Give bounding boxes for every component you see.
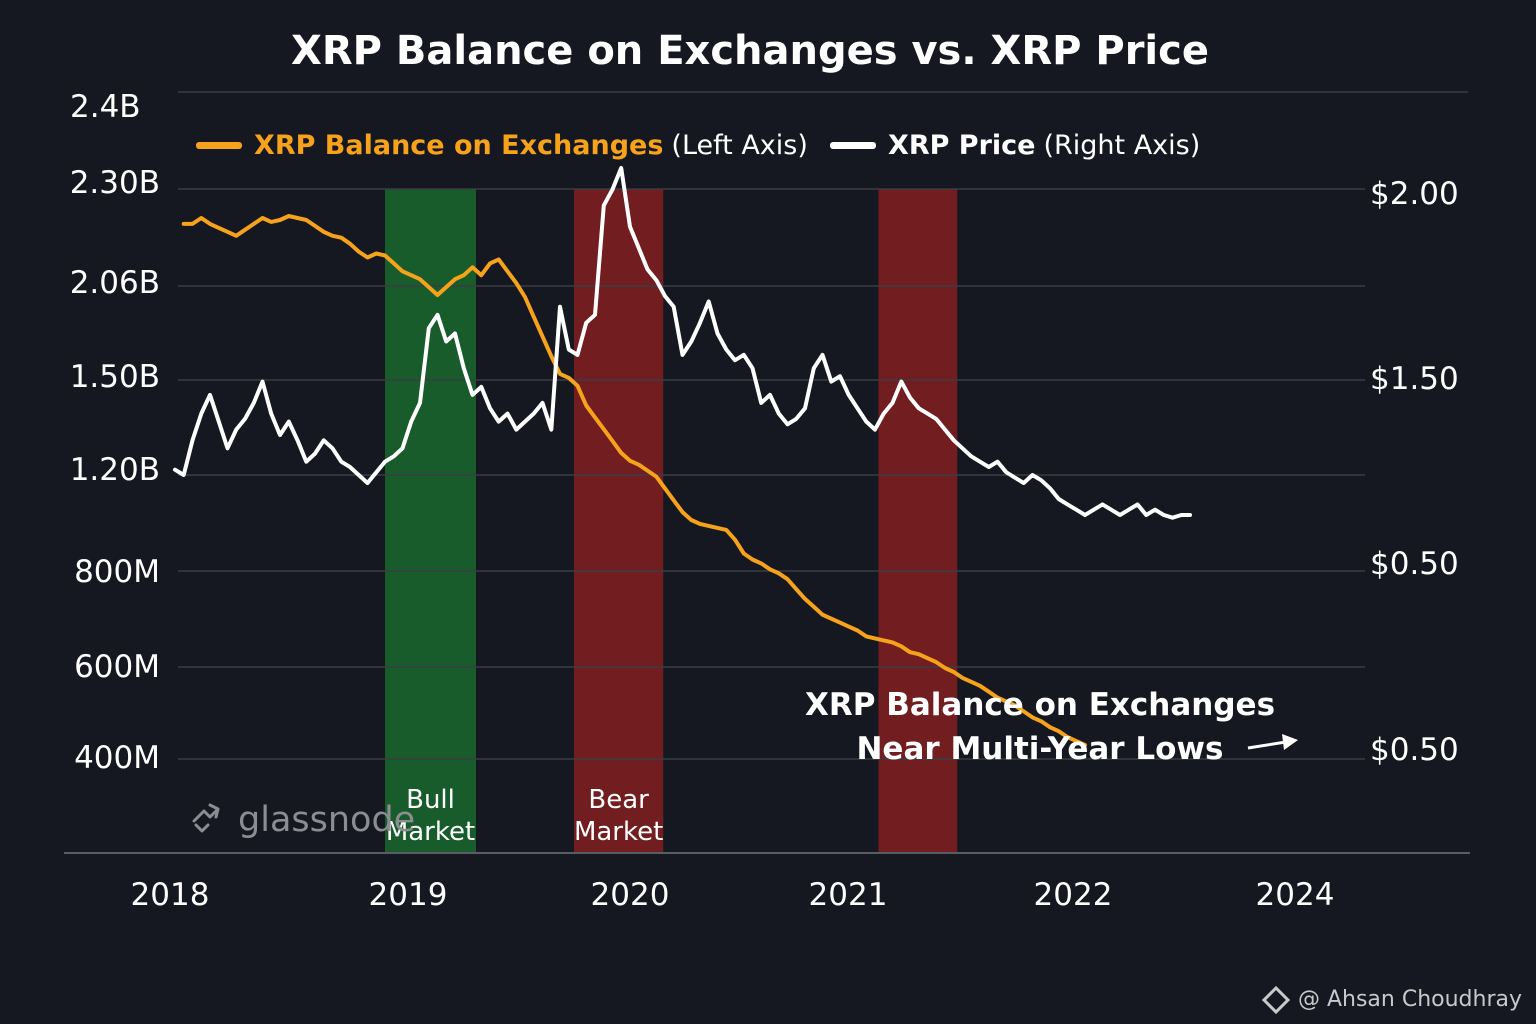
shaded-region-bear-2 xyxy=(878,189,958,853)
x-axis-tick-label: 2019 xyxy=(369,877,448,913)
watermark-text: glassnode xyxy=(238,800,416,840)
annotation-arrow-head xyxy=(1282,734,1298,750)
region-label-bear-line1: Bear xyxy=(588,785,649,815)
x-axis-tick-label: 2024 xyxy=(1256,877,1335,913)
legend-price-label: XRP Price xyxy=(888,130,1036,161)
shaded-region-bull-0 xyxy=(385,189,476,853)
x-axis-tick-label: 2018 xyxy=(131,877,210,913)
annotation-line2: Near Multi-Year Lows xyxy=(856,731,1223,767)
right-axis-tick-label: $2.00 xyxy=(1370,176,1459,212)
glassnode-logo-icon xyxy=(192,803,220,833)
left-axis-tick-label: 1.20B xyxy=(70,452,160,488)
legend-balance-swatch xyxy=(196,142,242,149)
legend-balance-axis: (Left Axis) xyxy=(671,130,808,161)
shaded-region-bear-1 xyxy=(574,189,664,853)
left-axis-tick-label: 800M xyxy=(74,554,160,590)
left-axis-tick-label: 400M xyxy=(74,740,160,776)
x-axis-tick-label: 2021 xyxy=(809,877,888,913)
region-label-bull-line1: Bull xyxy=(406,785,455,815)
left-axis-tick-label: 2.30B xyxy=(70,165,160,201)
series-line-balance xyxy=(181,214,1087,747)
glassnode-watermark: glassnode xyxy=(188,800,415,840)
legend-price-axis: (Right Axis) xyxy=(1043,130,1201,161)
legend-price-swatch xyxy=(830,142,876,149)
annotation-line1: XRP Balance on Exchanges xyxy=(805,687,1275,723)
x-axis-tick-label: 2020 xyxy=(591,877,670,913)
left-axis-tick-label: 2.4B xyxy=(70,89,141,125)
credit-diamond-icon xyxy=(1261,985,1291,1014)
credit-text: @ Ahsan Choudhray xyxy=(1297,987,1522,1012)
legend-balance-label: XRP Balance on Exchanges xyxy=(254,130,664,161)
left-axis-tick-label: 600M xyxy=(74,649,160,685)
right-axis-tick-label: $1.50 xyxy=(1370,361,1459,397)
author-credit: @ Ahsan Choudhray xyxy=(1261,985,1522,1014)
region-label-bear-line2: Market xyxy=(574,817,663,847)
left-axis-tick-label: 1.50B xyxy=(70,359,160,395)
legend-balance: XRP Balance on Exchanges (Left Axis) xyxy=(196,130,808,161)
series-line-price xyxy=(173,166,1192,520)
legend-price: XRP Price (Right Axis) xyxy=(830,130,1200,161)
right-axis-tick-label: $0.50 xyxy=(1370,732,1459,768)
x-axis-tick-label: 2022 xyxy=(1034,877,1113,913)
right-axis-tick-label: $0.50 xyxy=(1370,546,1459,582)
left-axis-tick-label: 2.06B xyxy=(70,265,160,301)
chart-title: XRP Balance on Exchanges vs. XRP Price xyxy=(291,28,1209,74)
region-label-bull-line2: Market xyxy=(386,817,475,847)
